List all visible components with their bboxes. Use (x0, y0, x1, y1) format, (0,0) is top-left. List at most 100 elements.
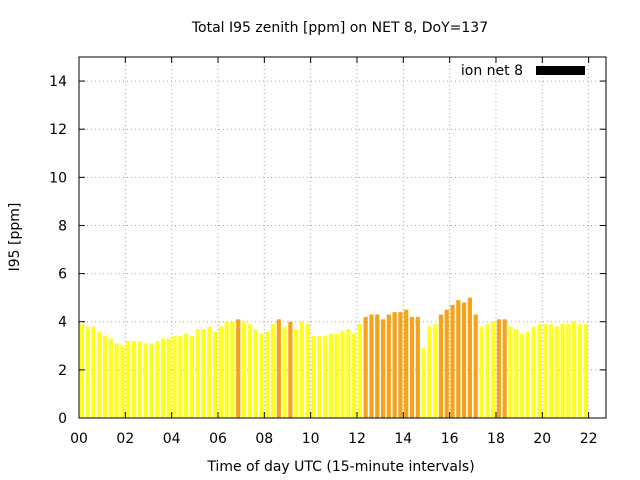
bar (531, 326, 536, 418)
bar (415, 316, 420, 418)
bar (201, 328, 206, 418)
bar (502, 319, 507, 418)
bar (253, 328, 258, 418)
bar (288, 321, 293, 418)
bar (543, 324, 548, 418)
bar (137, 340, 142, 418)
bar (195, 328, 200, 418)
bar (346, 328, 351, 418)
bar (236, 319, 241, 418)
bar (577, 324, 583, 418)
bar (427, 326, 432, 418)
bar (351, 333, 357, 418)
bar (282, 326, 287, 418)
y-tick-label: 2 (58, 363, 67, 379)
bar (386, 314, 391, 418)
bar (317, 336, 322, 418)
x-axis-ticks: 00 02 04 06 08 10 12 14 16 18 20 22 (70, 57, 598, 447)
y-tick-label: 6 (58, 267, 67, 283)
bar (328, 333, 334, 418)
bar (421, 348, 426, 418)
x-tick-label: 00 (70, 431, 88, 447)
bar (299, 321, 305, 418)
bar (276, 319, 281, 418)
bar (560, 324, 565, 418)
bar (392, 312, 397, 418)
bar (149, 343, 154, 418)
bar-series (79, 297, 588, 418)
bar (572, 321, 577, 418)
bar (85, 326, 90, 418)
y-tick-label: 12 (49, 122, 67, 138)
legend: ion net 8 (461, 63, 585, 79)
bar (380, 319, 386, 418)
bar (155, 340, 160, 418)
y-tick-label: 10 (49, 170, 67, 186)
bar (97, 331, 102, 418)
bar (369, 314, 374, 418)
bar (114, 343, 119, 418)
bar (143, 343, 148, 418)
bar (548, 324, 554, 418)
legend-swatch (536, 66, 585, 75)
bar (519, 333, 525, 418)
bar (456, 300, 461, 418)
bar (212, 331, 218, 418)
bar (270, 324, 276, 418)
bar (230, 321, 235, 418)
y-axis-ticks: 0 2 4 6 8 10 12 14 (49, 74, 606, 427)
bar (108, 338, 113, 418)
bar (166, 338, 171, 418)
bar (207, 326, 212, 418)
x-tick-label: 10 (302, 431, 320, 447)
bar (126, 340, 131, 418)
bar (409, 316, 415, 418)
bar (334, 333, 339, 418)
bar (537, 324, 542, 418)
bar (508, 326, 513, 418)
bar (357, 324, 362, 418)
legend-label: ion net 8 (461, 63, 523, 79)
bar (444, 309, 449, 418)
bar (218, 326, 223, 418)
bar (490, 321, 496, 418)
x-tick-label: 12 (348, 431, 366, 447)
bar (102, 336, 108, 418)
bar (398, 312, 403, 418)
bar (479, 326, 484, 418)
bar (259, 333, 264, 418)
bar (566, 324, 571, 418)
x-tick-label: 22 (580, 431, 598, 447)
bar (241, 321, 247, 418)
bar (178, 336, 183, 418)
x-tick-label: 18 (487, 431, 505, 447)
bar (184, 333, 189, 418)
bar (375, 314, 380, 418)
grid-lines (79, 57, 606, 418)
plot-frame (78, 56, 607, 419)
bar (438, 314, 444, 418)
bar (514, 328, 519, 418)
x-axis-label: Time of day UTC (15-minute intervals) (206, 459, 474, 475)
bar (131, 340, 137, 418)
bar (462, 302, 467, 418)
bar (247, 324, 252, 418)
bar (525, 331, 530, 418)
bar (485, 324, 490, 418)
bar (363, 316, 368, 418)
y-tick-label: 0 (58, 411, 67, 427)
bar (554, 326, 559, 418)
bar (323, 336, 328, 418)
bar (433, 324, 438, 418)
bar (294, 328, 299, 418)
x-tick-label: 02 (116, 431, 134, 447)
x-tick-label: 16 (441, 431, 459, 447)
bar (224, 321, 229, 418)
chart-title: Total I95 zenith [ppm] on NET 8, DoY=137 (191, 20, 488, 36)
x-tick-label: 20 (533, 431, 551, 447)
y-tick-label: 8 (58, 218, 67, 234)
bar (79, 324, 84, 418)
bar (305, 324, 310, 418)
bar (160, 338, 166, 418)
